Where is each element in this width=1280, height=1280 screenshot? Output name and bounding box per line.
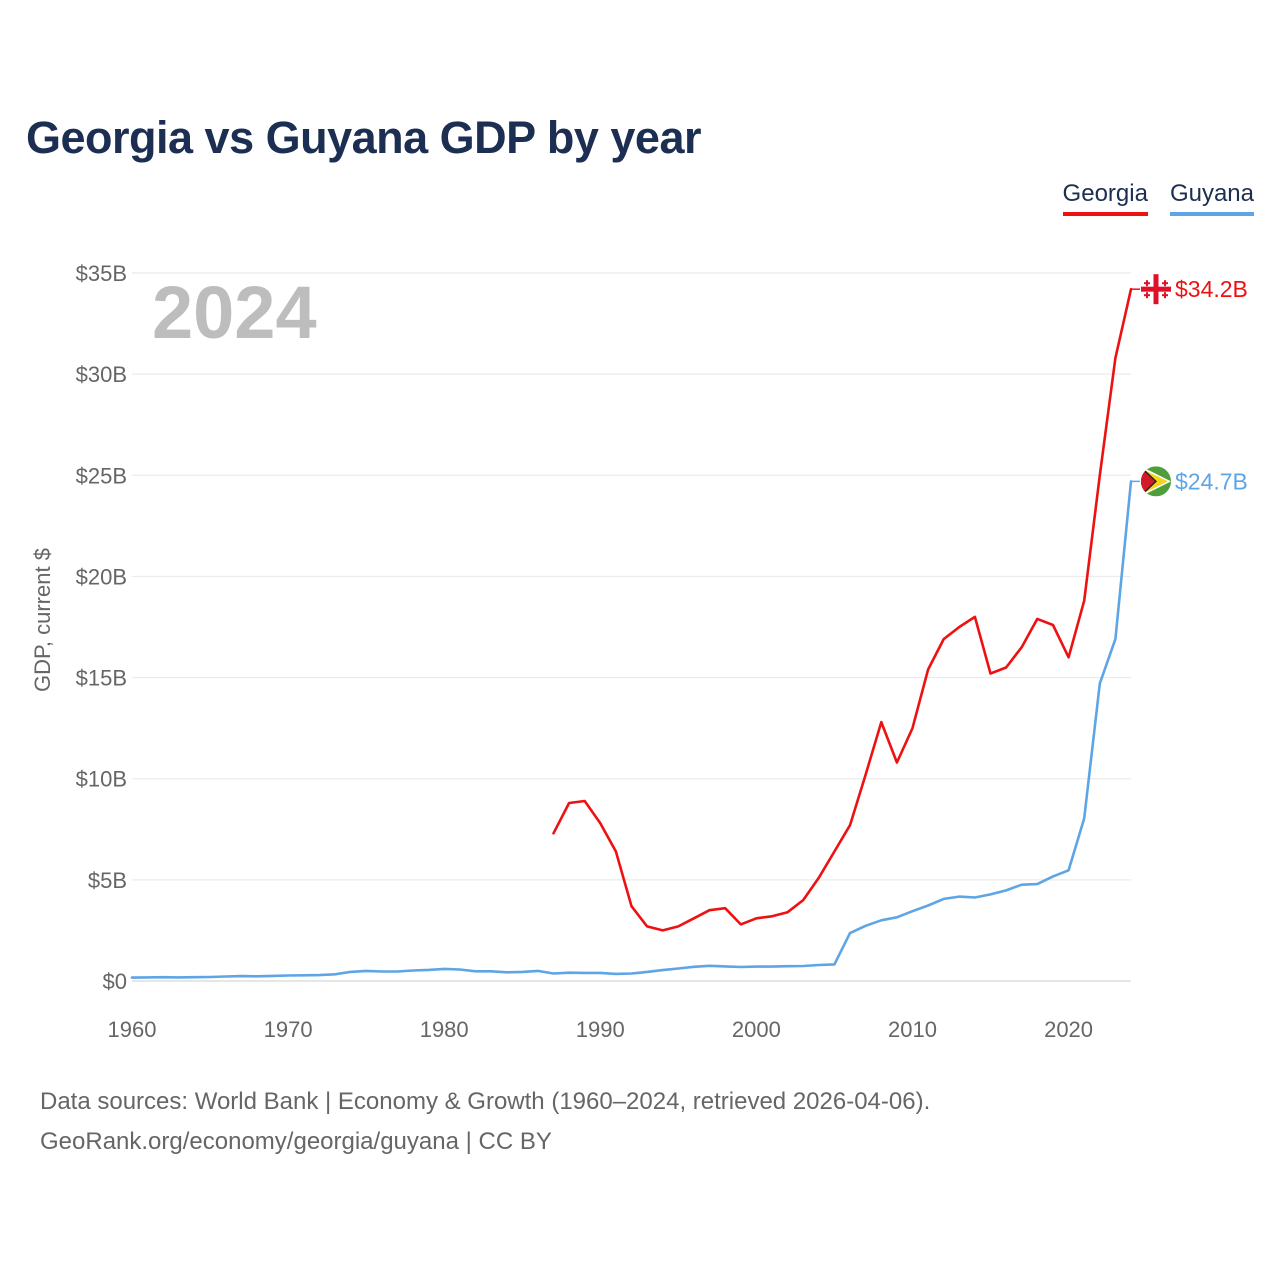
data-source-note: Data sources: World Bank | Economy & Gro…	[40, 1088, 931, 1115]
legend: Georgia Guyana	[1062, 180, 1254, 216]
legend-item-georgia[interactable]: Georgia	[1062, 180, 1148, 216]
y-tick-label: $0	[103, 969, 127, 994]
end-markers	[1141, 274, 1171, 497]
x-tick-label: 1960	[108, 1017, 157, 1042]
series-line-georgia	[552, 287, 1133, 932]
y-tick-label: $10B	[76, 767, 127, 792]
guyana-end-value: $24.7B	[1175, 468, 1248, 494]
x-tick-label: 2010	[888, 1017, 937, 1042]
x-tick-label: 2000	[732, 1017, 781, 1042]
y-tick-label: $30B	[76, 362, 127, 387]
georgia-end-value: $34.2B	[1175, 276, 1248, 302]
x-axis-ticks: 1960 1970 1980 1990 2000 2010 2020	[108, 1017, 1094, 1042]
y-tick-label: $25B	[76, 463, 127, 488]
x-tick-label: 2020	[1044, 1017, 1093, 1042]
y-axis-label: GDP, current $	[30, 548, 55, 692]
source-link[interactable]: GeoRank.org/economy/georgia/guyana | CC …	[40, 1128, 552, 1155]
y-tick-label: $5B	[88, 868, 127, 893]
guyana-flag-icon	[1141, 466, 1171, 497]
series-line-guyana	[130, 480, 1133, 979]
footer: Data sources: World Bank | Economy & Gro…	[40, 1082, 930, 1162]
x-tick-label: 1980	[420, 1017, 469, 1042]
y-tick-label: $15B	[76, 666, 127, 691]
legend-item-guyana[interactable]: Guyana	[1169, 180, 1254, 216]
chart-title: Georgia vs Guyana GDP by year	[26, 112, 701, 163]
x-tick-label: 1990	[576, 1017, 625, 1042]
series-lines	[130, 287, 1140, 979]
y-tick-label: $20B	[76, 564, 127, 589]
grid-lines	[132, 272, 1131, 982]
y-tick-label: $35B	[76, 261, 127, 286]
x-tick-label: 1970	[264, 1017, 313, 1042]
georgia-flag-icon	[1141, 274, 1171, 305]
year-label: 2024	[152, 271, 317, 354]
y-axis-ticks: $0 $5B $10B $15B $20B $25B $30B $35B	[76, 261, 127, 994]
